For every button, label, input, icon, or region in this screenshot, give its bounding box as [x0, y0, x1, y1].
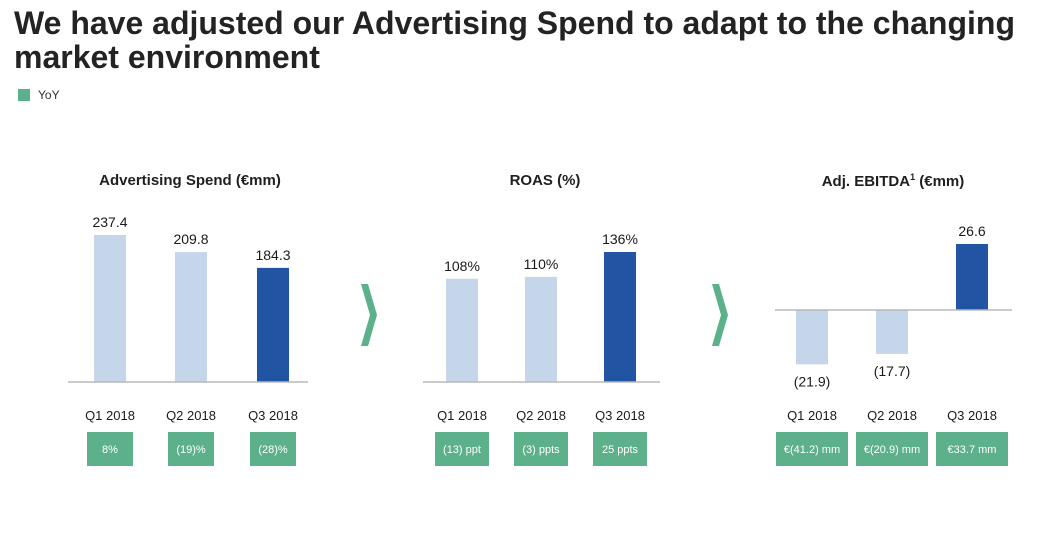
data-label: 184.3: [255, 247, 290, 263]
chart-title-text: Advertising Spend (€mm): [99, 172, 281, 189]
data-label: 110%: [524, 256, 559, 272]
bar: [257, 267, 289, 382]
yoy-box: [168, 432, 214, 466]
category-label: Q3 2018: [248, 408, 298, 423]
bar: [446, 278, 478, 382]
bar: [796, 310, 828, 365]
yoy-box: [435, 432, 489, 466]
yoy-box: [936, 432, 1008, 466]
category-label: Q2 2018: [867, 408, 917, 423]
chevron-right-icon: [712, 284, 728, 346]
legend-label: YoY: [38, 88, 60, 102]
bar: [956, 244, 988, 310]
chart-title-roas: ROAS (%): [395, 172, 695, 189]
yoy-label: €(20.9) mm: [864, 444, 920, 456]
yoy-label: 25 ppts: [602, 444, 639, 456]
yoy-box: [856, 432, 928, 466]
yoy-label: (19)%: [176, 444, 206, 456]
chart-title-adj-ebitda: Adj. EBITDA1 (€mm): [743, 172, 1040, 190]
category-label: Q3 2018: [947, 408, 997, 423]
category-label: Q2 2018: [166, 408, 216, 423]
data-label: (21.9): [794, 373, 831, 389]
category-label: Q1 2018: [85, 408, 135, 423]
chart-title-text: Adj. EBITDA: [821, 173, 911, 190]
data-label: 209.8: [173, 231, 208, 247]
bar: [876, 310, 908, 354]
category-label: Q3 2018: [595, 408, 645, 423]
yoy-label: €33.7 mm: [948, 444, 997, 456]
yoy-label: (13) ppt: [443, 444, 481, 456]
yoy-box: [593, 432, 647, 466]
data-label: (17.7): [874, 363, 911, 379]
chart-title-unit: (€mm): [915, 173, 965, 190]
page-title: We have adjusted our Advertising Spend t…: [14, 5, 1015, 75]
chart-group-2: (21.9) Q1 2018 €(41.2) mm (17.7) Q2 2018 €(20…: [775, 223, 1012, 466]
legend: YoY: [18, 88, 60, 102]
category-label: Q1 2018: [787, 408, 837, 423]
data-label: 108%: [444, 258, 480, 274]
yoy-box: [87, 432, 133, 466]
bar: [175, 252, 207, 382]
category-label: Q2 2018: [516, 408, 566, 423]
data-label: 237.4: [92, 214, 127, 230]
yoy-label: (28)%: [258, 444, 288, 456]
bar: [525, 276, 557, 382]
chart-title-advertising-spend: Advertising Spend (€mm): [40, 172, 340, 189]
chart-group-0: 237.4 Q1 2018 8% 209.8 Q2 2018 (19)% 184.3 Q3 2…: [68, 214, 308, 466]
data-label: 26.6: [958, 223, 985, 239]
chart-group-1: 108% Q1 2018 (13) ppt 110% Q2 2018 (3) ppts 13…: [423, 231, 660, 466]
yoy-box: [250, 432, 296, 466]
yoy-label: 8%: [102, 444, 118, 456]
bar: [94, 235, 126, 382]
yoy-label: €(41.2) mm: [784, 444, 840, 456]
bar: [604, 252, 636, 382]
chevron-right-icon: [361, 284, 377, 346]
category-label: Q1 2018: [437, 408, 487, 423]
yoy-label: (3) ppts: [522, 444, 560, 456]
yoy-box: [514, 432, 568, 466]
footnote-marker: 1: [910, 172, 916, 182]
yoy-box: [776, 432, 848, 466]
chart-title-text: ROAS (%): [509, 172, 581, 189]
data-label: 136%: [602, 231, 638, 247]
legend-swatch: [18, 89, 30, 101]
